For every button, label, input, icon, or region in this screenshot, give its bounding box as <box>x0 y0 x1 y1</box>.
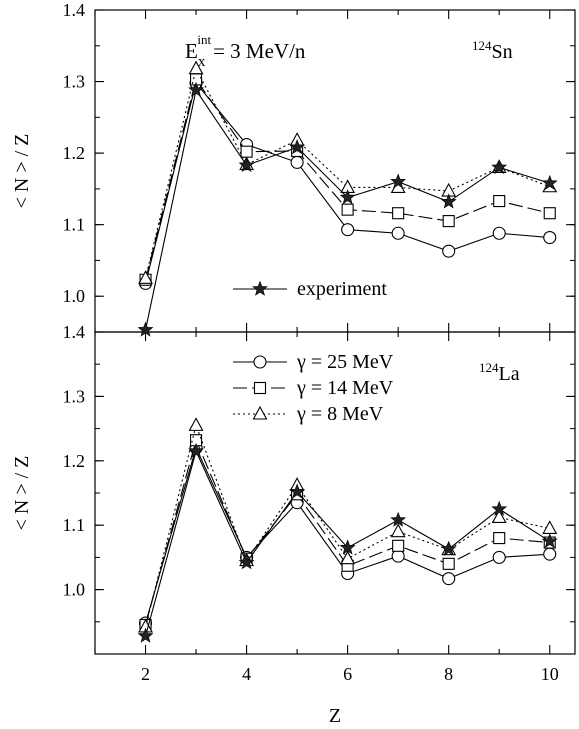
x-tick-label: 6 <box>343 664 352 684</box>
bottom-point-triangle <box>188 417 204 431</box>
top-y-tick-label: 1.3 <box>63 72 86 92</box>
top-series-line-triangle <box>144 67 550 279</box>
top-point-star <box>238 156 255 173</box>
x-tick-label: 8 <box>444 664 453 684</box>
bottom-point-star <box>541 532 558 549</box>
bottom-nucleus-label: 124La <box>479 360 520 385</box>
bottom-point-star <box>188 442 204 458</box>
bottom-point-triangle <box>491 509 507 524</box>
bottom-series-line-triangle <box>144 423 550 628</box>
bottom-point-square <box>442 557 455 570</box>
bottom-point-triangle <box>340 550 356 565</box>
top-y-tick-label: 1.1 <box>63 215 86 235</box>
bottom-y-tick-label: 1.3 <box>63 386 86 406</box>
bottom-series-line-square <box>144 438 550 626</box>
top-point-triangle <box>188 60 204 75</box>
bottom-point-circle <box>492 550 506 564</box>
top-y-tick-label: 1.2 <box>63 143 86 163</box>
bottom-y-tick-label: 1.4 <box>63 322 86 342</box>
top-point-circle <box>543 230 557 245</box>
bottom-y-tick-label: 1.0 <box>63 580 86 600</box>
bottom-point-circle <box>391 549 405 563</box>
top-point-square <box>493 195 506 208</box>
top-point-star <box>541 174 558 190</box>
top-point-square <box>543 207 556 220</box>
top-point-star <box>440 193 457 209</box>
top-nucleus-mass: 124 <box>472 38 492 53</box>
bottom-series-star <box>137 442 558 643</box>
x-axis-title: Z <box>329 705 341 727</box>
bottom-legend-circle-label: γ = 25 MeV <box>296 351 394 373</box>
bottom-point-triangle <box>390 523 406 538</box>
excitation-energy-label: Exint= 3 MeV/n <box>185 32 306 70</box>
x-tick-label: 4 <box>242 664 251 684</box>
top-y-tick-label: 1.4 <box>63 0 86 20</box>
bottom-point-circle <box>543 547 557 561</box>
top-point-star <box>339 189 356 205</box>
top-point-square <box>442 215 455 228</box>
top-series-star <box>137 81 558 337</box>
bottom-point-circle <box>442 572 456 586</box>
top-point-circle <box>290 155 304 169</box>
axis-ticks: 1.0 1.1 1.2 1.3 1.4 1.0 1.1 1.2 1.3 1.4 2 4 6 8 10 <box>63 0 575 684</box>
top-point-circle <box>442 244 456 258</box>
top-point-square <box>341 203 354 216</box>
top-series-triangle <box>138 60 558 284</box>
bottom-point-star <box>238 554 255 570</box>
top-nucleus-label: 124Sn <box>472 38 513 63</box>
top-point-star <box>491 159 508 175</box>
bottom-point-star <box>390 511 407 527</box>
bottom-point-square <box>493 532 506 545</box>
top-y-tick-label: 1.0 <box>63 286 86 306</box>
top-point-square <box>240 145 253 158</box>
top-point-square <box>392 207 405 220</box>
bottom-legend-triangle-marker <box>252 405 268 420</box>
top-point-star <box>137 321 154 337</box>
top-y-axis-title: < N > / Z <box>11 134 33 209</box>
bottom-point-triangle <box>542 520 558 534</box>
bottom-legend: γ = 25 MeV γ = 14 MeV γ = 8 MeV <box>233 351 394 425</box>
bottom-legend-square-marker <box>253 381 267 395</box>
top-point-star <box>289 139 306 155</box>
top-legend: experiment <box>233 278 387 300</box>
bottom-legend-circle-marker <box>253 355 267 369</box>
bottom-legend-square-label: γ = 14 MeV <box>296 377 394 399</box>
bottom-legend-triangle-label: γ = 8 MeV <box>296 403 384 425</box>
top-series <box>137 60 558 337</box>
bottom-y-axis-title: < N > / Z <box>11 456 33 531</box>
bottom-series <box>137 417 558 643</box>
top-point-circle <box>492 226 506 240</box>
bottom-point-star <box>339 539 356 555</box>
bottom-point-star <box>137 627 154 643</box>
bottom-nucleus-mass: 124 <box>479 360 499 375</box>
x-tick-label: 2 <box>141 664 150 684</box>
top-nucleus-symbol: Sn <box>492 41 513 63</box>
x-tick-label: 10 <box>541 664 559 684</box>
top-point-circle <box>391 226 405 240</box>
bottom-point-star <box>491 500 508 516</box>
top-legend-star-label: experiment <box>297 278 387 300</box>
bottom-point-star <box>289 483 306 499</box>
bottom-nucleus-symbol: La <box>499 363 520 385</box>
top-point-circle <box>341 223 355 237</box>
bottom-y-tick-label: 1.1 <box>63 515 86 535</box>
bottom-point-square <box>392 539 405 552</box>
bottom-point-star <box>440 540 457 556</box>
excitation-energy-value: 3 MeV/n <box>230 39 306 63</box>
top-legend-star-marker <box>252 280 268 296</box>
bottom-y-tick-label: 1.2 <box>63 451 86 471</box>
top-point-star <box>390 173 407 189</box>
top-point-triangle <box>138 270 153 284</box>
top-point-star <box>188 81 204 97</box>
